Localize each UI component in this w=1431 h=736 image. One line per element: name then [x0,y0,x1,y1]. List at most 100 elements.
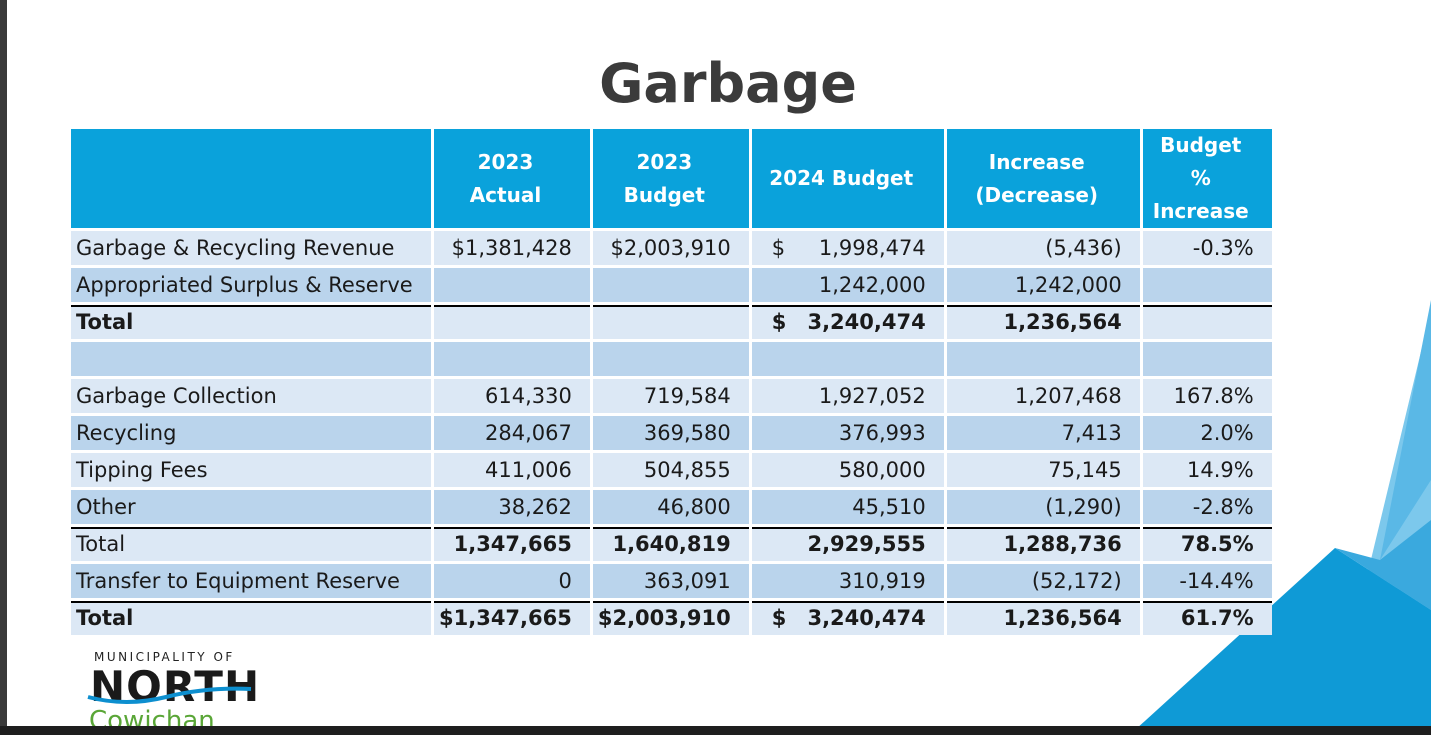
header-2023-actual: 2023 Actual [434,129,590,228]
cell-2023-budget: 369,580 [592,416,749,450]
header-budget-pct: Budget % Increase [1142,129,1272,228]
cell-value: 1,242,000 [818,273,926,297]
logo-municipality-text: MUNICIPALITY OF [94,650,235,664]
cell-2023-budget: 46,800 [592,490,749,524]
cell-increase: 1,242,000 [946,268,1140,302]
cell-2023-budget [592,342,749,376]
table-row: Garbage & Recycling Revenue $1,381,428 $2,… [71,231,1272,265]
cell-2023-actual [434,305,590,339]
table-row: Appropriated Surplus & Reserve 1,242,000 1… [71,268,1272,302]
cell-2024-budget: 1,927,052 [751,379,944,413]
cell-increase: 1,236,564 [946,601,1140,635]
cell-2024-budget [751,342,944,376]
row-label: Other [71,490,431,524]
cell-increase: (52,172) [946,564,1140,598]
row-label: Transfer to Equipment Reserve [71,564,431,598]
cell-2024-budget: $3,240,474 [751,601,944,635]
currency-symbol: $ [771,236,786,260]
window-left-edge [0,0,7,735]
cell-2024-budget: 1,242,000 [751,268,944,302]
row-label: Garbage & Recycling Revenue [71,231,431,265]
currency-symbol: $ [771,606,787,630]
cell-value: 1,998,474 [818,236,926,260]
cell-budget-pct: 78.5% [1142,527,1272,561]
cell-2023-actual: 284,067 [434,416,590,450]
row-label: Recycling [71,416,431,450]
cell-2023-actual [434,268,590,302]
cell-2023-actual: $1,381,428 [434,231,590,265]
row-label: Total [71,527,431,561]
cell-budget-pct: -14.4% [1142,564,1272,598]
slide-title: Garbage [599,52,857,115]
cell-budget-pct [1142,305,1272,339]
table-row: Recycling 284,067 369,580 376,993 7,413 2.0% [71,416,1272,450]
cell-2023-budget: $2,003,910 [592,601,749,635]
table-row [71,342,1272,376]
cell-2024-budget: $1,998,474 [751,231,944,265]
row-label: Tipping Fees [71,453,431,487]
cell-2023-actual: 411,006 [434,453,590,487]
cell-value: 376,993 [838,421,926,445]
cell-2023-actual: 614,330 [434,379,590,413]
cell-value: 580,000 [838,458,926,482]
header-label [71,129,431,228]
cell-2023-actual: $1,347,665 [434,601,590,635]
budget-table: 2023 Actual 2023 Budget 2024 Budget Incr… [68,126,1275,638]
cell-2023-actual [434,342,590,376]
cell-2024-budget: $3,240,474 [751,305,944,339]
cell-2023-actual: 0 [434,564,590,598]
cell-budget-pct: 167.8% [1142,379,1272,413]
header-2023-budget: 2023 Budget [592,129,749,228]
cell-2023-actual: 1,347,665 [434,527,590,561]
table-row: Total $1,347,665 $2,003,910 $3,240,474 1,236… [71,601,1272,635]
table-row: Tipping Fees 411,006 504,855 580,000 75,145 1… [71,453,1272,487]
cell-2023-budget: 363,091 [592,564,749,598]
cell-2023-budget: 719,584 [592,379,749,413]
cell-value: 3,240,474 [807,310,926,334]
currency-symbol: $ [771,310,787,334]
cell-2023-actual: 38,262 [434,490,590,524]
cell-increase: 1,207,468 [946,379,1140,413]
cell-2023-budget: $2,003,910 [592,231,749,265]
cell-budget-pct [1142,268,1272,302]
cell-2024-budget: 45,510 [751,490,944,524]
cell-2023-budget [592,305,749,339]
cell-2023-budget: 1,640,819 [592,527,749,561]
row-label: Garbage Collection [71,379,431,413]
cell-increase: (5,436) [946,231,1140,265]
logo-wave-icon [87,686,252,704]
row-label: Total [71,305,431,339]
cell-budget-pct [1142,342,1272,376]
cell-increase [946,342,1140,376]
row-label: Total [71,601,431,635]
row-label [71,342,431,376]
north-cowichan-logo: MUNICIPALITY OF NORTH Cowichan [86,650,266,736]
cell-increase: 75,145 [946,453,1140,487]
table-row: Transfer to Equipment Reserve 0 363,091 310… [71,564,1272,598]
cell-2023-budget: 504,855 [592,453,749,487]
table-row: Total 1,347,665 1,640,819 2,929,555 1,288,73… [71,527,1272,561]
cell-2024-budget: 310,919 [751,564,944,598]
cell-value: 45,510 [852,495,926,519]
cell-budget-pct: 14.9% [1142,453,1272,487]
table-row: Other 38,262 46,800 45,510 (1,290) -2.8% [71,490,1272,524]
cell-increase: (1,290) [946,490,1140,524]
table-row: Garbage Collection 614,330 719,584 1,927,05… [71,379,1272,413]
cell-value: 1,927,052 [818,384,926,408]
cell-value: 2,929,555 [807,532,926,556]
window-bottom-edge [0,726,1431,735]
cell-2024-budget: 2,929,555 [751,527,944,561]
cell-increase: 7,413 [946,416,1140,450]
cell-budget-pct: -0.3% [1142,231,1272,265]
cell-value: 3,240,474 [807,606,926,630]
header-increase: Increase (Decrease) [946,129,1140,228]
table-header-row: 2023 Actual 2023 Budget 2024 Budget Incr… [71,129,1272,228]
cell-budget-pct: 2.0% [1142,416,1272,450]
table-row: Total $3,240,474 1,236,564 [71,305,1272,339]
cell-2024-budget: 580,000 [751,453,944,487]
cell-budget-pct: -2.8% [1142,490,1272,524]
cell-2023-budget [592,268,749,302]
cell-value: 310,919 [838,569,926,593]
row-label: Appropriated Surplus & Reserve [71,268,431,302]
